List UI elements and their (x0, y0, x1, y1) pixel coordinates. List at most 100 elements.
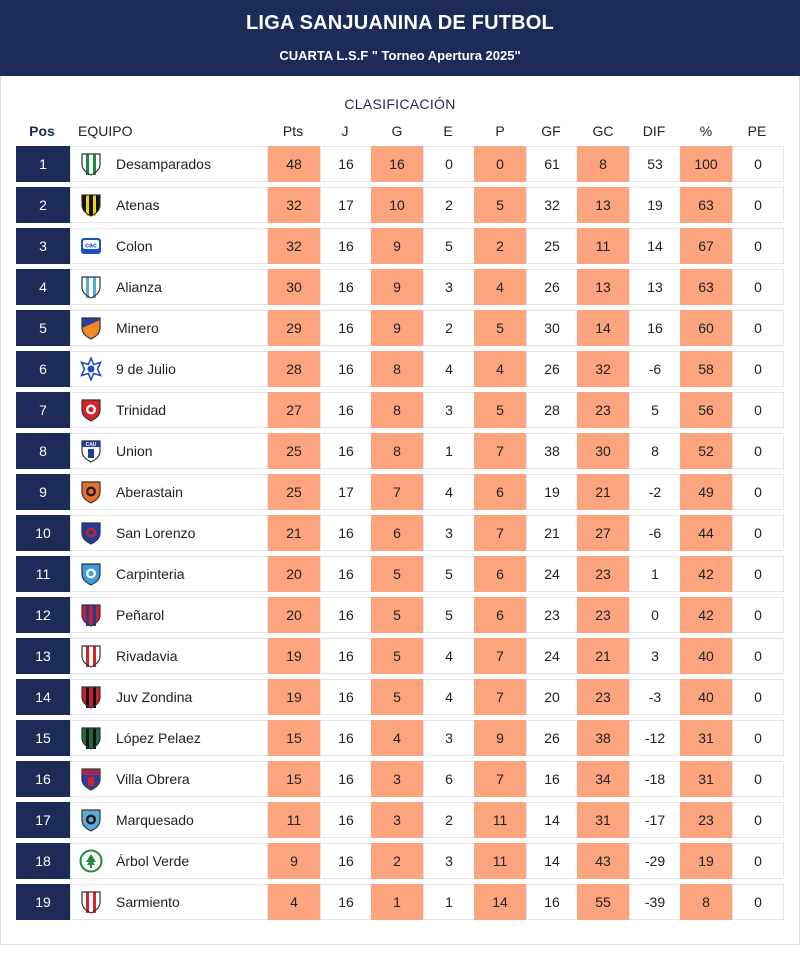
pts-cell: 48 (268, 146, 320, 182)
team-name: Minero (116, 320, 159, 336)
e-cell: 5 (423, 597, 475, 633)
pts-cell: 25 (268, 474, 320, 510)
team-cell: CAU Union (70, 433, 268, 469)
table-row: 6 9 de Julio 28 16 8 4 4 26 32 -6 58 0 (16, 351, 784, 387)
dif-cell: 8 (629, 433, 681, 469)
p-cell: 0 (474, 146, 526, 182)
position-cell: 1 (16, 146, 70, 182)
dif-cell: 14 (629, 228, 681, 264)
table-row: 18 Árbol Verde 9 16 2 3 11 14 43 -29 19 0 (16, 843, 784, 879)
pct-cell: 19 (680, 843, 732, 879)
g-cell: 5 (371, 638, 423, 674)
gc-cell: 23 (577, 679, 629, 715)
j-cell: 17 (320, 474, 372, 510)
pts-cell: 4 (268, 884, 320, 920)
j-cell: 16 (320, 433, 372, 469)
team-cell: 9 de Julio (70, 351, 268, 387)
j-cell: 16 (320, 802, 372, 838)
pe-cell: 0 (732, 761, 784, 797)
table-row: 7 Trinidad 27 16 8 3 5 28 23 5 56 0 (16, 392, 784, 428)
gc-cell: 55 (577, 884, 629, 920)
team-crest-icon: CAU (79, 439, 103, 463)
dif-cell: -12 (629, 720, 681, 756)
pe-cell: 0 (732, 720, 784, 756)
pts-cell: 29 (268, 310, 320, 346)
gf-cell: 38 (526, 433, 578, 469)
pct-cell: 58 (680, 351, 732, 387)
team-name: Desamparados (116, 156, 211, 172)
table-row: 11 Carpinteria 20 16 5 5 6 24 23 1 42 0 (16, 556, 784, 592)
j-cell: 16 (320, 392, 372, 428)
j-cell: 16 (320, 515, 372, 551)
position-cell: 6 (16, 351, 70, 387)
g-cell: 5 (371, 597, 423, 633)
p-cell: 7 (474, 679, 526, 715)
team-cell: Alianza (70, 269, 268, 305)
j-cell: 16 (320, 228, 372, 264)
team-crest-icon (79, 316, 103, 340)
pe-cell: 0 (732, 679, 784, 715)
column-header-dif: DIF (642, 123, 666, 139)
position-cell: 11 (16, 556, 70, 592)
team-name: Union (116, 443, 153, 459)
gf-cell: 19 (526, 474, 578, 510)
gf-cell: 26 (526, 269, 578, 305)
team-name: Juv Zondina (116, 689, 193, 705)
dif-cell: 13 (629, 269, 681, 305)
pct-cell: 60 (680, 310, 732, 346)
pts-cell: 28 (268, 351, 320, 387)
position-cell: 17 (16, 802, 70, 838)
gf-cell: 28 (526, 392, 578, 428)
team-cell: López Pelaez (70, 720, 268, 756)
p-cell: 7 (474, 638, 526, 674)
gf-cell: 23 (526, 597, 578, 633)
e-cell: 5 (423, 556, 475, 592)
p-cell: 6 (474, 556, 526, 592)
j-cell: 17 (320, 187, 372, 223)
team-name: Rivadavia (116, 648, 178, 664)
g-cell: 7 (371, 474, 423, 510)
p-cell: 11 (474, 802, 526, 838)
team-cell: Minero (70, 310, 268, 346)
e-cell: 6 (423, 761, 475, 797)
team-crest-icon (79, 644, 103, 668)
table-row: 4 Alianza 30 16 9 3 4 26 13 13 63 0 (16, 269, 784, 305)
gf-cell: 14 (526, 843, 578, 879)
pts-cell: 19 (268, 638, 320, 674)
e-cell: 4 (423, 638, 475, 674)
g-cell: 8 (371, 351, 423, 387)
gc-cell: 27 (577, 515, 629, 551)
column-header-pos: Pos (29, 123, 55, 139)
team-cell: Peñarol (70, 597, 268, 633)
gc-cell: 11 (577, 228, 629, 264)
p-cell: 7 (474, 515, 526, 551)
svg-text:cac: cac (85, 243, 97, 250)
p-cell: 6 (474, 597, 526, 633)
p-cell: 7 (474, 761, 526, 797)
team-name: Árbol Verde (116, 853, 190, 869)
gf-cell: 16 (526, 884, 578, 920)
team-cell: Carpinteria (70, 556, 268, 592)
team-cell: Juv Zondina (70, 679, 268, 715)
team-name: Carpinteria (116, 566, 185, 582)
gc-cell: 21 (577, 474, 629, 510)
pts-cell: 25 (268, 433, 320, 469)
g-cell: 1 (371, 884, 423, 920)
g-cell: 6 (371, 515, 423, 551)
j-cell: 16 (320, 597, 372, 633)
p-cell: 4 (474, 351, 526, 387)
pts-cell: 15 (268, 761, 320, 797)
pct-cell: 44 (680, 515, 732, 551)
gc-cell: 14 (577, 310, 629, 346)
table-row: 16 CAVO Villa Obrera 15 16 3 6 7 16 34 -18 31 0 (16, 761, 784, 797)
table-row: 9 Aberastain 25 17 7 4 6 19 21 -2 49 0 (16, 474, 784, 510)
table-row: 19 Sarmiento 4 16 1 1 14 16 55 -39 8 0 (16, 884, 784, 920)
pct-cell: 8 (680, 884, 732, 920)
gc-cell: 31 (577, 802, 629, 838)
pts-cell: 32 (268, 228, 320, 264)
position-cell: 3 (16, 228, 70, 264)
pe-cell: 0 (732, 433, 784, 469)
g-cell: 8 (371, 433, 423, 469)
position-cell: 7 (16, 392, 70, 428)
team-crest-icon (79, 480, 103, 504)
